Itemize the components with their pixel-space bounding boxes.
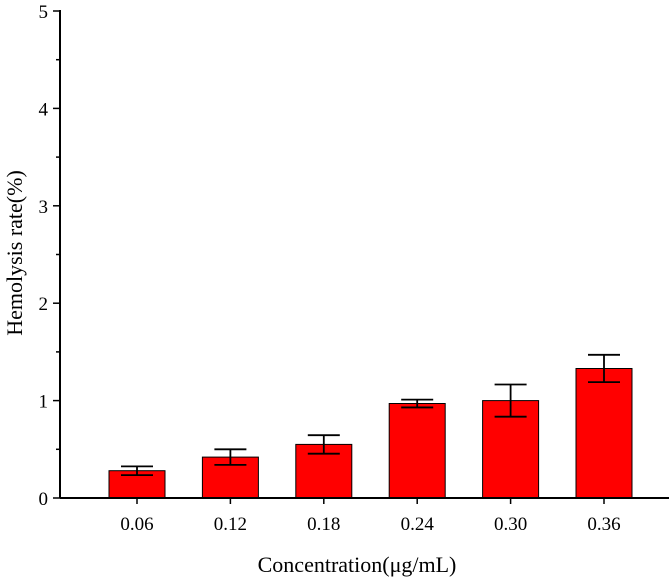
axes-layer: 0.06 0.12 0.18 0.24 0.30 0.36 0 1 2 3 4 5	[39, 2, 669, 535]
y-tick-label-0: 0	[39, 489, 49, 510]
bar-0.24	[388, 403, 446, 499]
error-bars-layer	[121, 353, 620, 477]
x-tick-label-0.12: 0.12	[214, 514, 247, 535]
x-tick-label-0.18: 0.18	[307, 514, 340, 535]
x-tick-label-0.30: 0.30	[494, 514, 527, 535]
bars-layer	[108, 368, 633, 499]
y-axis-title: Hemolysis rate(%)	[2, 170, 27, 336]
bar-0.36	[575, 368, 633, 499]
x-tick-label-0.06: 0.06	[120, 514, 153, 535]
y-tick-label-5: 5	[39, 2, 49, 23]
y-tick-label-1: 1	[39, 392, 49, 413]
x-axis-title: Concentration(μg/mL)	[258, 552, 457, 577]
x-tick-label-0.24: 0.24	[401, 514, 435, 535]
x-tick-label-0.36: 0.36	[587, 514, 620, 535]
labels-layer: Concentration(μg/mL) Hemolysis rate(%)	[2, 170, 456, 577]
y-tick-label-3: 3	[39, 197, 49, 218]
y-tick-label-4: 4	[39, 99, 49, 120]
y-tick-label-2: 2	[39, 294, 49, 315]
